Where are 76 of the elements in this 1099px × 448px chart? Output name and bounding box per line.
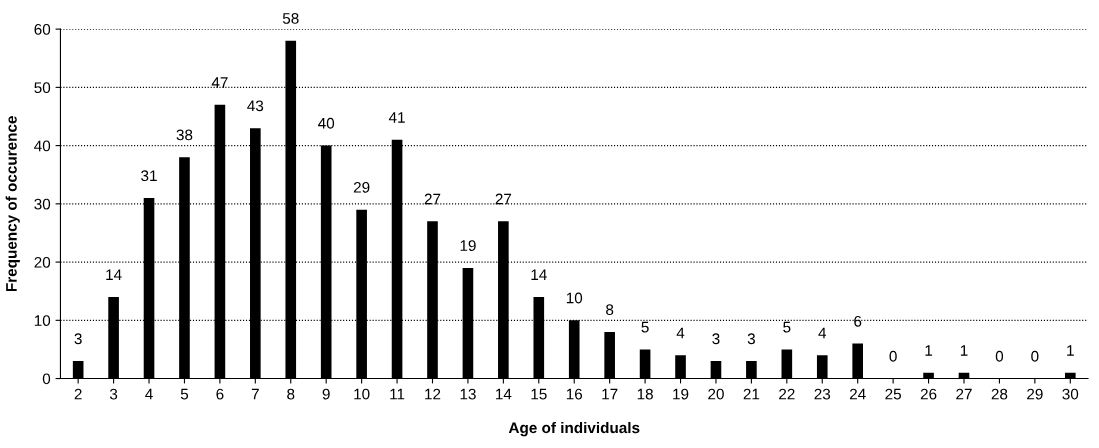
data-label: 4 xyxy=(676,327,685,339)
bar xyxy=(604,331,615,379)
bar xyxy=(639,349,651,379)
x-tick-label: 17 xyxy=(602,388,618,400)
bar xyxy=(675,355,686,379)
data-label: 47 xyxy=(211,77,228,88)
data-label: 1 xyxy=(925,345,933,356)
x-tick-label: 28 xyxy=(991,388,1008,400)
data-label: 3 xyxy=(712,333,720,345)
y-tick-label: 50 xyxy=(34,82,51,94)
x-tick-label: 15 xyxy=(531,388,547,400)
x-tick-label: 16 xyxy=(566,388,583,400)
x-tick-label: 6 xyxy=(216,388,224,400)
data-label: 43 xyxy=(247,100,264,112)
data-label: 1 xyxy=(960,345,968,356)
y-tick-label: 10 xyxy=(34,315,51,327)
x-tick-label: 3 xyxy=(109,388,118,400)
data-label: 5 xyxy=(783,321,791,333)
data-label: 29 xyxy=(353,181,370,193)
x-tick-label: 9 xyxy=(322,388,330,400)
x-tick-label: 29 xyxy=(1027,388,1043,400)
x-tick-label: 23 xyxy=(814,388,831,400)
data-label: 0 xyxy=(1031,350,1039,362)
data-label: 3 xyxy=(74,333,82,345)
data-label: 31 xyxy=(141,170,157,182)
data-label: 5 xyxy=(641,321,649,333)
y-tick-label: 60 xyxy=(34,23,51,35)
x-axis-title: Age of individuals xyxy=(508,421,640,437)
y-axis-title: Frequency of occurence xyxy=(5,116,20,292)
bar xyxy=(781,349,793,379)
x-tick-label: 25 xyxy=(885,388,901,400)
x-tick-label: 30 xyxy=(1062,388,1079,400)
y-tick-label: 30 xyxy=(34,198,51,210)
data-label: 1 xyxy=(1067,345,1074,356)
x-tick-label: 7 xyxy=(251,388,259,400)
data-label: 27 xyxy=(495,193,512,205)
y-tick-label: 0 xyxy=(42,373,51,385)
x-tick-label: 14 xyxy=(496,388,512,400)
data-label: 0 xyxy=(889,350,897,362)
y-tick-label: 20 xyxy=(34,256,51,268)
x-tick-label: 13 xyxy=(460,388,476,400)
data-label: 10 xyxy=(566,292,583,304)
x-tick-label: 4 xyxy=(145,388,153,400)
data-label: 3 xyxy=(747,333,755,345)
bar xyxy=(710,361,722,379)
data-label: 0 xyxy=(995,350,1004,362)
bar xyxy=(852,343,864,379)
data-label: 41 xyxy=(388,112,405,123)
x-tick-label: 19 xyxy=(673,388,689,400)
x-tick-label: 22 xyxy=(779,388,795,400)
x-tick-label: 18 xyxy=(637,388,653,400)
x-tick-label: 26 xyxy=(920,388,937,400)
x-tick-label: 2 xyxy=(74,388,82,400)
data-label: 6 xyxy=(854,315,862,327)
data-label: 40 xyxy=(318,117,335,129)
bar xyxy=(72,361,84,379)
x-tick-label: 24 xyxy=(849,388,866,400)
data-label: 4 xyxy=(818,327,827,339)
y-tick-label: 40 xyxy=(34,140,51,152)
x-tick-label: 8 xyxy=(287,388,295,400)
x-tick-label: 21 xyxy=(743,388,760,400)
x-tick-label: 20 xyxy=(708,388,724,400)
x-tick-label: 10 xyxy=(354,388,370,400)
data-label: 8 xyxy=(606,304,614,316)
bar xyxy=(816,355,828,379)
data-label: 38 xyxy=(176,129,193,141)
x-tick-label: 27 xyxy=(956,388,972,400)
data-label: 27 xyxy=(424,193,441,205)
data-label: 14 xyxy=(106,269,122,280)
data-label: 58 xyxy=(282,13,299,24)
data-label: 14 xyxy=(531,269,547,280)
data-label: 19 xyxy=(460,240,476,251)
bar xyxy=(746,361,757,379)
x-tick-label: 5 xyxy=(180,388,189,400)
x-tick-label: 12 xyxy=(425,388,441,400)
x-tick-label: 11 xyxy=(390,388,405,400)
